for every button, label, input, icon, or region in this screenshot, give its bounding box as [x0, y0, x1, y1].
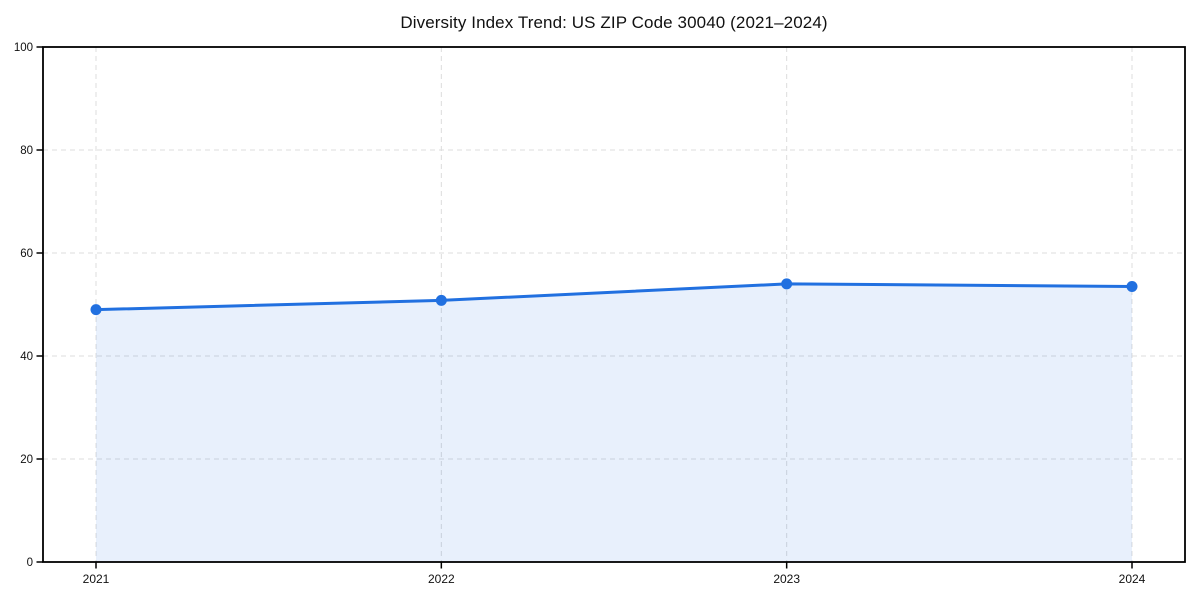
- trend-line: [94, 282, 1134, 312]
- chart-title: Diversity Index Trend: US ZIP Code 30040…: [400, 13, 828, 32]
- x-tick-label-2024: 2024: [1119, 572, 1146, 586]
- data-point-2021: [90, 304, 102, 316]
- y-tick-label-100: 100: [14, 42, 33, 54]
- data-point-2022: [435, 294, 447, 306]
- y-tick-label-60: 60: [20, 248, 33, 260]
- x-tick-label-2021: 2021: [83, 572, 110, 586]
- plot-border: [42, 46, 1186, 563]
- y-tick-label-20: 20: [20, 454, 33, 466]
- data-point-2023: [781, 278, 793, 290]
- x-tick-label-2022: 2022: [428, 572, 455, 586]
- area-fill: [96, 283, 1132, 562]
- y-tick-label-0: 0: [27, 557, 33, 569]
- y-tick-label-40: 40: [20, 351, 33, 363]
- y-tick-label-80: 80: [20, 145, 33, 157]
- x-tick-label-2023: 2023: [773, 572, 800, 586]
- data-point-2024: [1126, 280, 1138, 292]
